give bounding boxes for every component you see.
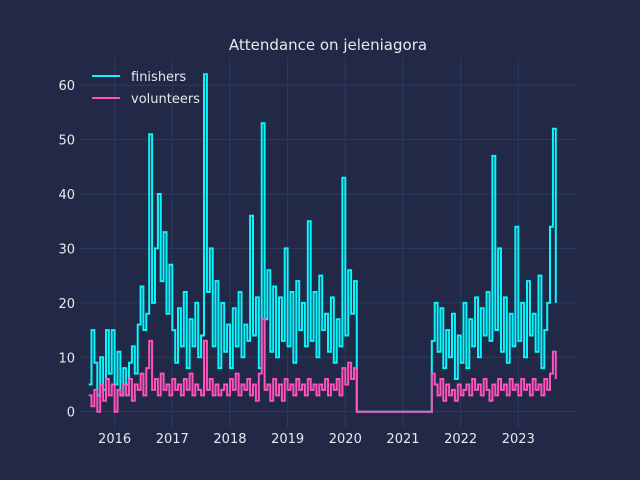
- y-tick-label: 50: [58, 134, 75, 149]
- x-tick-label: 2018: [213, 432, 246, 447]
- legend-label-volunteers: volunteers: [131, 92, 200, 107]
- y-tick-label: 30: [58, 242, 75, 257]
- x-tick-label: 2016: [98, 432, 131, 447]
- chart-title: Attendance on jeleniagora: [229, 36, 427, 54]
- x-tick-label: 2023: [502, 432, 535, 447]
- y-tick-label: 10: [58, 351, 75, 366]
- y-tick-label: 60: [58, 79, 75, 94]
- series-layer: [88, 73, 557, 413]
- y-tick-label: 40: [58, 188, 75, 203]
- x-tick-label: 2021: [386, 432, 419, 447]
- legend: finishers volunteers: [92, 70, 200, 107]
- series-line-volunteers: [88, 318, 557, 413]
- x-axis-ticks: 2016 2017 2018 2019 2020 2021 2022 2023: [98, 432, 535, 447]
- grid-layer: [80, 58, 576, 428]
- x-tick-label: 2022: [444, 432, 477, 447]
- legend-label-finishers: finishers: [131, 70, 186, 85]
- y-tick-label: 0: [67, 406, 75, 421]
- y-axis-ticks: 0 10 20 30 40 50 60: [58, 79, 75, 420]
- x-tick-label: 2017: [156, 432, 189, 447]
- x-tick-label: 2019: [271, 432, 304, 447]
- x-tick-label: 2020: [329, 432, 362, 447]
- series-line-finishers: [88, 73, 557, 413]
- y-tick-label: 20: [58, 297, 75, 312]
